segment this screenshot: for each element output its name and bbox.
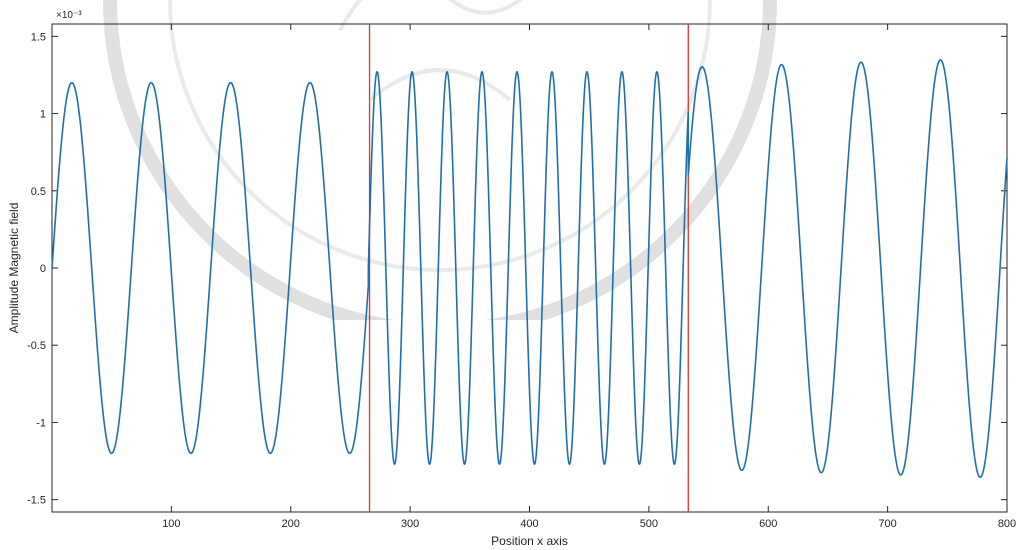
y-axis-exponent: ×10⁻³ [56, 10, 82, 21]
x-axis-label: Position x axis [491, 534, 568, 548]
marker-lines [368, 24, 689, 512]
y-tick-label: 0.5 [31, 186, 46, 198]
y-tick-label: 1.5 [31, 31, 46, 43]
x-tick-label: 300 [401, 518, 419, 530]
y-tick-label: -1.5 [27, 495, 46, 507]
x-tick-label: 400 [520, 518, 538, 530]
y-axis-label: Amplitude Magnetic field [7, 203, 21, 334]
x-tick-label: 600 [759, 518, 777, 530]
y-tick-label: 1 [40, 109, 46, 121]
x-tick-label: 200 [282, 518, 300, 530]
y-tick-label: 0 [40, 263, 46, 275]
y-tick-label: -0.5 [27, 340, 46, 352]
x-tick-label: 800 [998, 518, 1016, 530]
y-tick-label: -1 [36, 417, 46, 429]
series-line [51, 59, 1008, 479]
ticks: 100 200 300 400 500 600 700 800 -1.5 -1 -0.5 0 0.5 1 1… [27, 24, 1016, 530]
x-tick-label: 100 [162, 518, 180, 530]
university-seal-watermark [103, 0, 777, 320]
x-tick-label: 700 [878, 518, 896, 530]
x-tick-label: 500 [640, 518, 658, 530]
